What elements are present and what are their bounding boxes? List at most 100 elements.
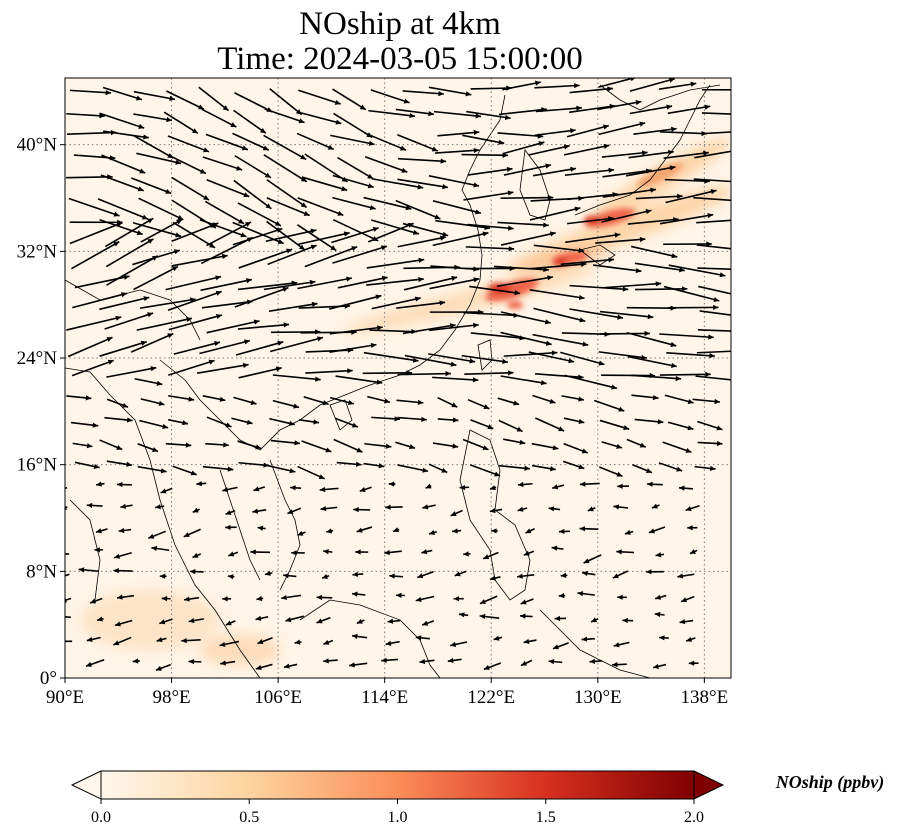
wind-arrow-head bbox=[653, 663, 660, 669]
wind-arrow-head bbox=[282, 286, 289, 292]
x-axis: 90°E 98°E 106°E 114°E 122°E 130°E 138°E bbox=[46, 678, 728, 708]
wind-arrow bbox=[199, 339, 251, 355]
wind-arrow-head bbox=[613, 642, 620, 648]
wind-arrow-head bbox=[716, 440, 723, 447]
wind-arrow-head bbox=[136, 95, 142, 101]
wind-arrow-head bbox=[169, 95, 176, 101]
wind-arrow bbox=[428, 86, 472, 96]
wind-arrow-head bbox=[431, 146, 438, 152]
wind-arrow bbox=[65, 615, 72, 619]
wind-arrow-head bbox=[175, 159, 182, 165]
wind-arrow-head bbox=[310, 244, 317, 250]
wind-arrow bbox=[65, 486, 68, 490]
wind-arrow-head bbox=[647, 481, 653, 487]
wind-arrow-head bbox=[479, 613, 486, 620]
wind-arrow-head bbox=[227, 466, 234, 472]
wind-arrow-head bbox=[378, 463, 385, 469]
wind-arrow-head bbox=[322, 400, 329, 406]
wind-arrow-head bbox=[641, 150, 648, 156]
wind-arrow bbox=[163, 111, 199, 135]
wind-arrow-head bbox=[182, 420, 189, 426]
wind-arrow-head bbox=[655, 594, 662, 600]
wind-arrow bbox=[693, 178, 731, 183]
wind-arrow-head bbox=[650, 187, 656, 193]
wind-arrow-head bbox=[475, 113, 482, 119]
wind-arrow-head bbox=[359, 487, 366, 492]
wind-arrow bbox=[397, 134, 439, 152]
wind-arrow-head bbox=[250, 549, 256, 555]
concentration-field bbox=[65, 78, 731, 678]
wind-arrow bbox=[332, 88, 367, 111]
wind-arrow-head bbox=[310, 228, 317, 234]
wind-arrow bbox=[630, 374, 682, 380]
wind-arrow bbox=[201, 300, 253, 309]
wind-arrow-head bbox=[483, 404, 490, 410]
wind-arrow bbox=[367, 222, 414, 243]
wind-arrow bbox=[500, 331, 552, 346]
wind-arrow-head bbox=[428, 111, 434, 117]
wind-arrow-head bbox=[274, 220, 281, 226]
wind-arrow bbox=[598, 78, 637, 88]
wind-arrow bbox=[402, 324, 456, 335]
wind-arrow-head bbox=[293, 403, 300, 409]
wind-arrow-head bbox=[703, 150, 709, 156]
wind-arrow bbox=[206, 179, 250, 198]
wind-arrow bbox=[65, 506, 68, 509]
wind-arrow bbox=[67, 336, 113, 358]
wind-arrow-head bbox=[117, 481, 123, 488]
wind-arrow-head bbox=[738, 217, 744, 222]
wind-arrow-head bbox=[85, 661, 92, 667]
wind-arrow bbox=[635, 195, 683, 200]
wind-arrow-head bbox=[197, 104, 204, 110]
y-tick-label: 8°N bbox=[26, 561, 57, 582]
wind-arrow-head bbox=[162, 423, 169, 429]
wind-arrow bbox=[626, 331, 677, 347]
wind-arrow bbox=[695, 375, 731, 381]
wind-arrow bbox=[397, 236, 446, 248]
wind-arrow bbox=[533, 244, 585, 252]
wind-arrow bbox=[697, 267, 731, 270]
wind-arrow bbox=[368, 109, 416, 118]
wind-arrow bbox=[268, 302, 318, 313]
wind-arrow-head bbox=[657, 419, 664, 425]
wind-arrow-head bbox=[326, 528, 333, 534]
wind-arrow bbox=[200, 278, 253, 292]
wind-arrow-head bbox=[396, 592, 402, 599]
wind-arrow-head bbox=[685, 447, 692, 453]
wind-arrow bbox=[598, 122, 646, 136]
wind-arrow bbox=[429, 323, 479, 332]
wind-arrow bbox=[133, 265, 179, 291]
wind-arrow bbox=[371, 177, 424, 189]
wind-arrow-head bbox=[681, 597, 688, 603]
x-tick-label: 114°E bbox=[361, 687, 408, 708]
wind-arrow-head bbox=[611, 384, 617, 390]
wind-arrow bbox=[627, 355, 677, 368]
wind-arrow-head bbox=[498, 139, 505, 145]
wind-arrow-head bbox=[253, 319, 260, 325]
wind-arrow bbox=[498, 108, 547, 116]
wind-arrow bbox=[628, 150, 674, 159]
wind-arrow bbox=[166, 90, 205, 110]
wind-arrow-head bbox=[283, 573, 289, 579]
wind-arrow-head bbox=[630, 78, 636, 82]
wind-arrow-head bbox=[241, 145, 248, 151]
wind-arrow-head bbox=[706, 241, 712, 247]
wind-arrow-head bbox=[160, 468, 167, 474]
wind-arrow bbox=[363, 351, 419, 362]
wind-arrow-head bbox=[671, 253, 678, 259]
wind-arrow-head bbox=[705, 371, 711, 377]
wind-arrow bbox=[698, 285, 731, 295]
wind-arrow-head bbox=[185, 442, 192, 448]
wind-arrow-head bbox=[223, 442, 229, 448]
wind-arrow bbox=[99, 340, 147, 357]
wind-arrow-head bbox=[412, 229, 419, 235]
wind-arrow-head bbox=[543, 222, 549, 228]
wind-arrow-head bbox=[407, 223, 414, 228]
wind-arrow-head bbox=[225, 509, 232, 515]
wind-arrow bbox=[560, 351, 605, 366]
wind-arrow-head bbox=[352, 571, 359, 577]
wind-arrow-head bbox=[748, 295, 754, 300]
wind-arrow-head bbox=[142, 214, 148, 220]
wind-arrow-head bbox=[215, 290, 222, 296]
wind-arrow-head bbox=[262, 145, 269, 151]
